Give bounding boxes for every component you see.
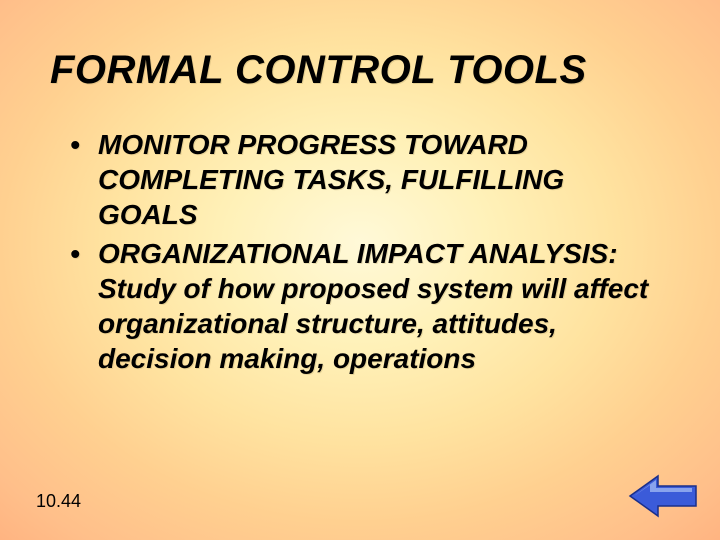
back-arrow-icon	[628, 472, 698, 520]
slide: FORMAL CONTROL TOOLS MONITOR PROGRESS TO…	[0, 0, 720, 540]
bullet-item: MONITOR PROGRESS TOWARD COMPLETING TASKS…	[98, 127, 670, 232]
slide-title: FORMAL CONTROL TOOLS	[50, 48, 670, 93]
page-number: 10.44	[36, 491, 81, 512]
bullet-item: ORGANIZATIONAL IMPACT ANALYSIS: Study of…	[98, 236, 670, 376]
bullet-list: MONITOR PROGRESS TOWARD COMPLETING TASKS…	[50, 127, 670, 376]
back-arrow-button[interactable]	[628, 472, 698, 520]
